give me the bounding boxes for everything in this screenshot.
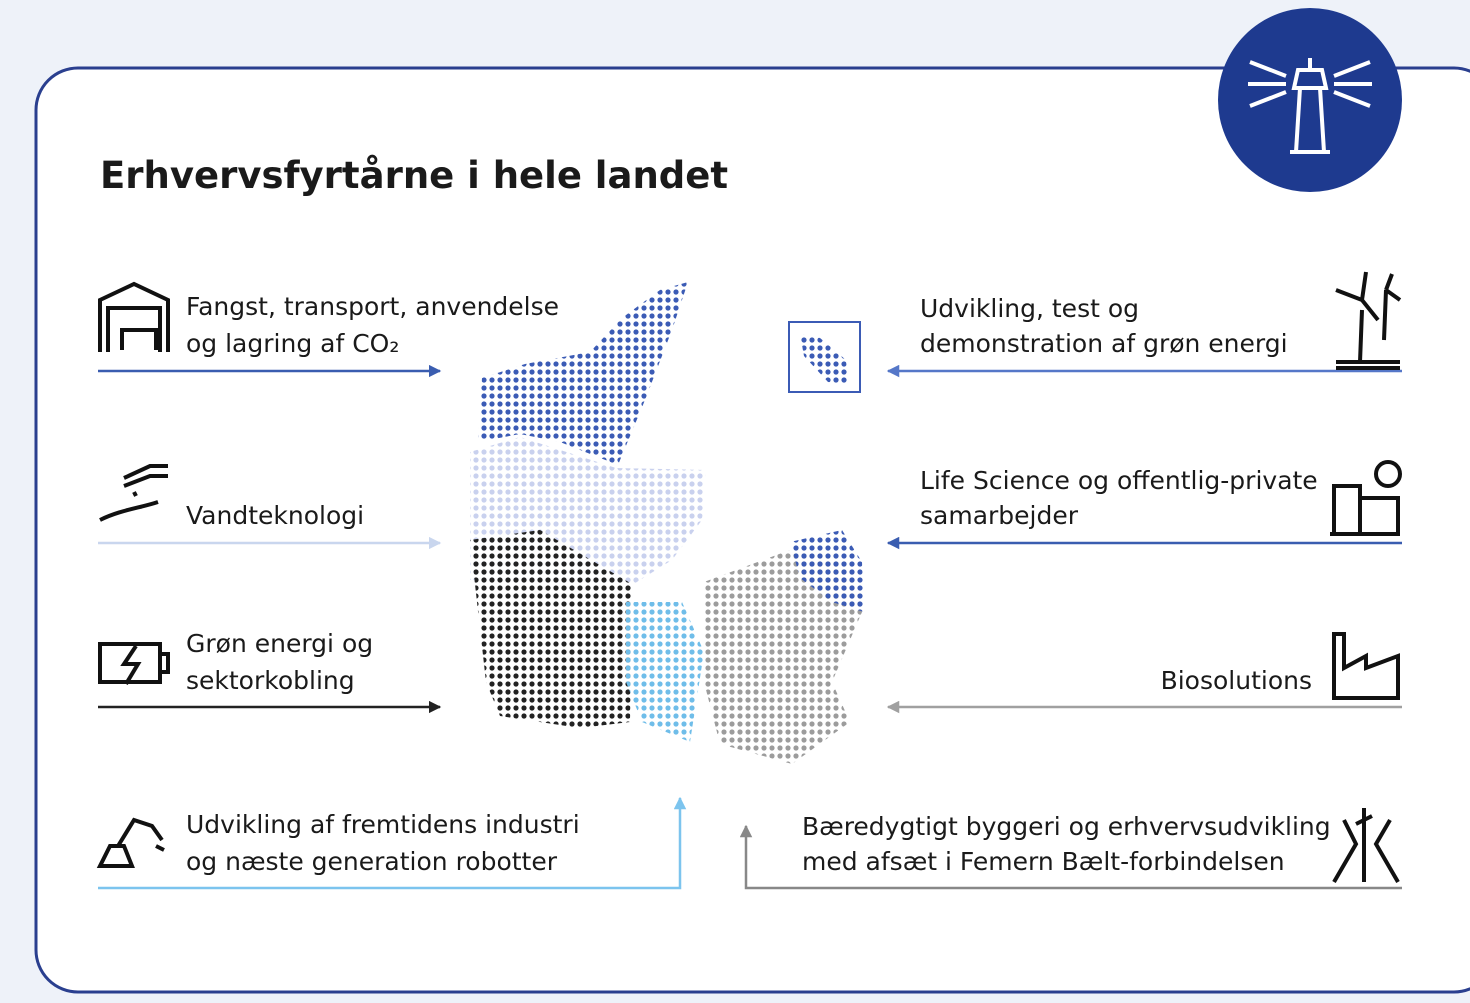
map [470,282,864,764]
item-label: Biosolutions [1161,666,1312,695]
item-label: Bæredygtigt byggeri og erhvervsudvikling [802,812,1331,841]
item-labels: Fangst, transport, anvendelse og lagring … [186,292,1331,876]
item-label: Vandteknologi [186,501,364,530]
item-label: Udvikling, test og [920,294,1139,323]
item-label: Life Science og offentlig-private [920,466,1318,495]
item-label: sektorkobling [186,666,355,695]
item-label: med afsæt i Femern Bælt-forbindelsen [802,847,1285,876]
lighthouse-badge [1218,8,1402,192]
item-label: Udvikling af fremtidens industri [186,810,580,839]
item-label: Fangst, transport, anvendelse [186,292,559,321]
arrows [98,364,1402,890]
title: Erhvervsfyrtårne i hele landet [100,154,728,197]
item-label: og næste generation robotter [186,847,558,876]
item-label: demonstration af grøn energi [920,329,1288,358]
item-label: samarbejder [920,501,1079,530]
card [34,66,1470,994]
item-label: og lagring af CO₂ [186,329,399,358]
item-label: Grøn energi og [186,629,373,658]
icons [96,271,1402,884]
